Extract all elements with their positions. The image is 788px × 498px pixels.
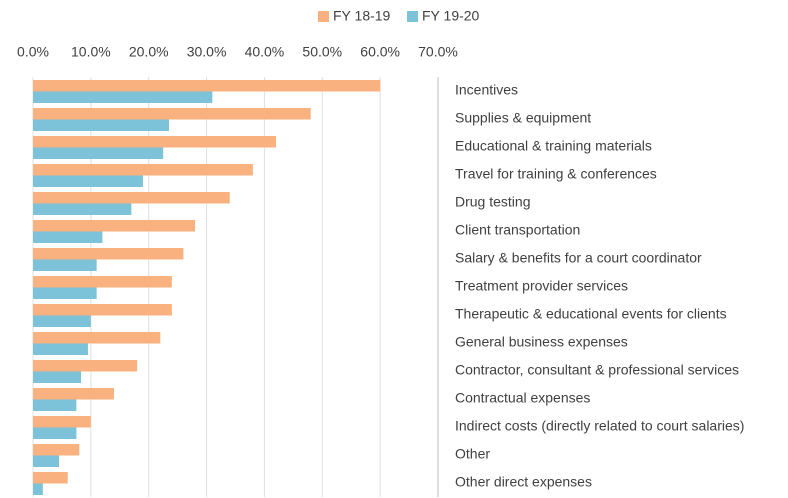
bar <box>33 80 381 92</box>
legend-label: FY 18-19 <box>333 8 391 24</box>
bar <box>33 399 77 411</box>
category-label: Contractor, consultant & professional se… <box>455 362 739 378</box>
bar <box>33 203 132 215</box>
category-label: Drug testing <box>455 194 530 210</box>
x-tick-label: 60.0% <box>360 44 400 60</box>
x-tick-label: 0.0% <box>17 44 49 60</box>
bar <box>33 304 172 316</box>
bar <box>33 108 311 120</box>
bar <box>33 147 164 159</box>
bar <box>33 483 43 495</box>
bar <box>33 119 169 131</box>
category-label: Therapeutic & educational events for cli… <box>455 306 727 322</box>
bar <box>33 259 97 271</box>
bar <box>33 332 161 344</box>
bar <box>33 371 82 383</box>
bar <box>33 248 184 260</box>
bar <box>33 136 276 148</box>
category-label: Educational & training materials <box>455 138 652 154</box>
category-label: General business expenses <box>455 334 628 350</box>
category-label: Indirect costs (directly related to cour… <box>455 418 744 434</box>
category-label: Client transportation <box>455 222 580 238</box>
bar <box>33 427 77 439</box>
bar <box>33 276 172 288</box>
legend-swatch <box>318 11 329 22</box>
bar <box>33 192 230 204</box>
bar <box>33 287 97 299</box>
bar <box>33 444 80 456</box>
category-label: Supplies & equipment <box>455 110 591 126</box>
legend-label: FY 19-20 <box>422 8 480 24</box>
x-tick-label: 10.0% <box>71 44 111 60</box>
category-label: Travel for training & conferences <box>455 166 657 182</box>
bar <box>33 388 114 400</box>
bar <box>33 416 91 428</box>
bar <box>33 231 103 243</box>
x-tick-label: 40.0% <box>245 44 285 60</box>
category-label: Other <box>455 446 490 462</box>
x-tick-label: 50.0% <box>302 44 342 60</box>
bar <box>33 315 91 327</box>
x-tick-label: 70.0% <box>418 44 458 60</box>
x-tick-label: 30.0% <box>187 44 227 60</box>
bar <box>33 164 253 176</box>
category-label: Other direct expenses <box>455 474 592 490</box>
bar <box>33 472 68 484</box>
bar <box>33 343 88 355</box>
x-tick-label: 20.0% <box>129 44 169 60</box>
category-label: Incentives <box>455 82 518 98</box>
bar <box>33 220 195 232</box>
bar <box>33 360 138 372</box>
category-label: Treatment provider services <box>455 278 628 294</box>
bar <box>33 455 60 467</box>
legend-swatch <box>407 11 418 22</box>
bar <box>33 91 213 103</box>
category-label: Salary & benefits for a court coordinato… <box>455 250 702 266</box>
bar <box>33 175 143 187</box>
category-label: Contractual expenses <box>455 390 590 406</box>
